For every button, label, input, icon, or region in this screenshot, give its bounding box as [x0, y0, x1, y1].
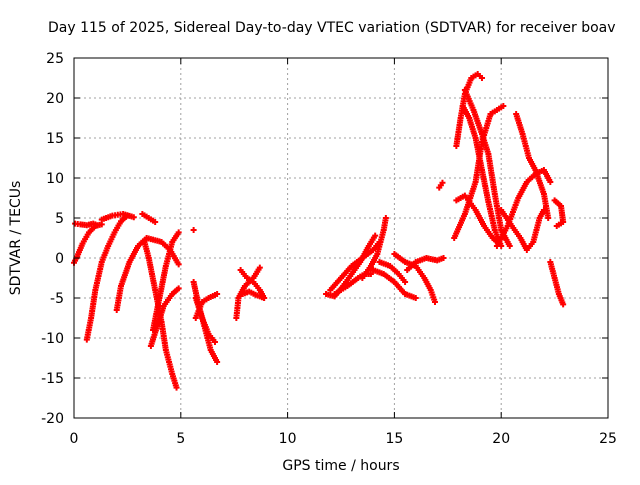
data-point-579 — [402, 279, 409, 285]
data-point-426 — [261, 295, 268, 301]
data-point-630 — [439, 179, 446, 186]
y-tick-label: 5 — [55, 211, 64, 227]
axis-ticks-layer: 0 5 10 15 20 25 -20 -15 -10 -5 0 5 10 15 20 25 — [41, 51, 617, 447]
data-point-798 — [506, 243, 513, 249]
x-tick-label: 25 — [599, 431, 617, 447]
data-point-540 — [382, 215, 389, 221]
y-tick-label: 0 — [55, 251, 64, 267]
data-point-228 — [173, 384, 180, 391]
y-tick-label: 20 — [46, 91, 64, 107]
x-tick-label: 5 — [176, 431, 185, 447]
data-point-103 — [130, 214, 137, 221]
data-point-374 — [211, 339, 218, 345]
data-point-353 — [214, 291, 221, 297]
data-point-564 — [412, 295, 419, 301]
data-point-399 — [256, 264, 263, 271]
data-point-1055 — [553, 223, 560, 229]
data-point-462 — [372, 232, 379, 239]
plot-frame — [73, 57, 609, 419]
y-tick-label: 15 — [46, 131, 64, 147]
data-point-665 — [478, 75, 485, 81]
data-point-627 — [440, 255, 447, 261]
data-point-157 — [175, 261, 182, 268]
y-tick-label: -5 — [50, 291, 64, 307]
x-tick-label: 10 — [279, 431, 297, 447]
y-tick-label: 10 — [46, 171, 64, 187]
data-point-512 — [367, 271, 374, 277]
data-point-981 — [545, 215, 552, 221]
data-point-338 — [214, 359, 221, 365]
data-point-1040 — [560, 301, 567, 308]
data-point-257 — [175, 285, 182, 292]
y-tick-label: 25 — [46, 51, 64, 67]
grid-layer — [74, 58, 608, 418]
x-axis-label: GPS time / hours — [282, 458, 399, 474]
data-point-1020 — [540, 207, 547, 213]
data-point-302 — [190, 227, 197, 233]
y-axis-label: SDTVAR / TECUs — [8, 181, 24, 296]
x-tick-label: 20 — [492, 431, 510, 447]
x-tick-label: 15 — [385, 431, 403, 447]
data-point-934 — [547, 179, 554, 185]
data-point-301 — [175, 229, 182, 236]
data-points-layer — [71, 71, 567, 391]
data-point-608 — [431, 299, 438, 305]
x-tick-label: 0 — [70, 431, 79, 447]
y-tick-label: -15 — [41, 371, 64, 387]
y-tick-label: -20 — [41, 411, 64, 427]
y-tick-label: -10 — [41, 331, 64, 347]
chart-title: Day 115 of 2025, Sidereal Day-to-day VTE… — [48, 20, 616, 36]
data-point-859 — [500, 103, 507, 109]
data-point-164 — [152, 219, 159, 225]
